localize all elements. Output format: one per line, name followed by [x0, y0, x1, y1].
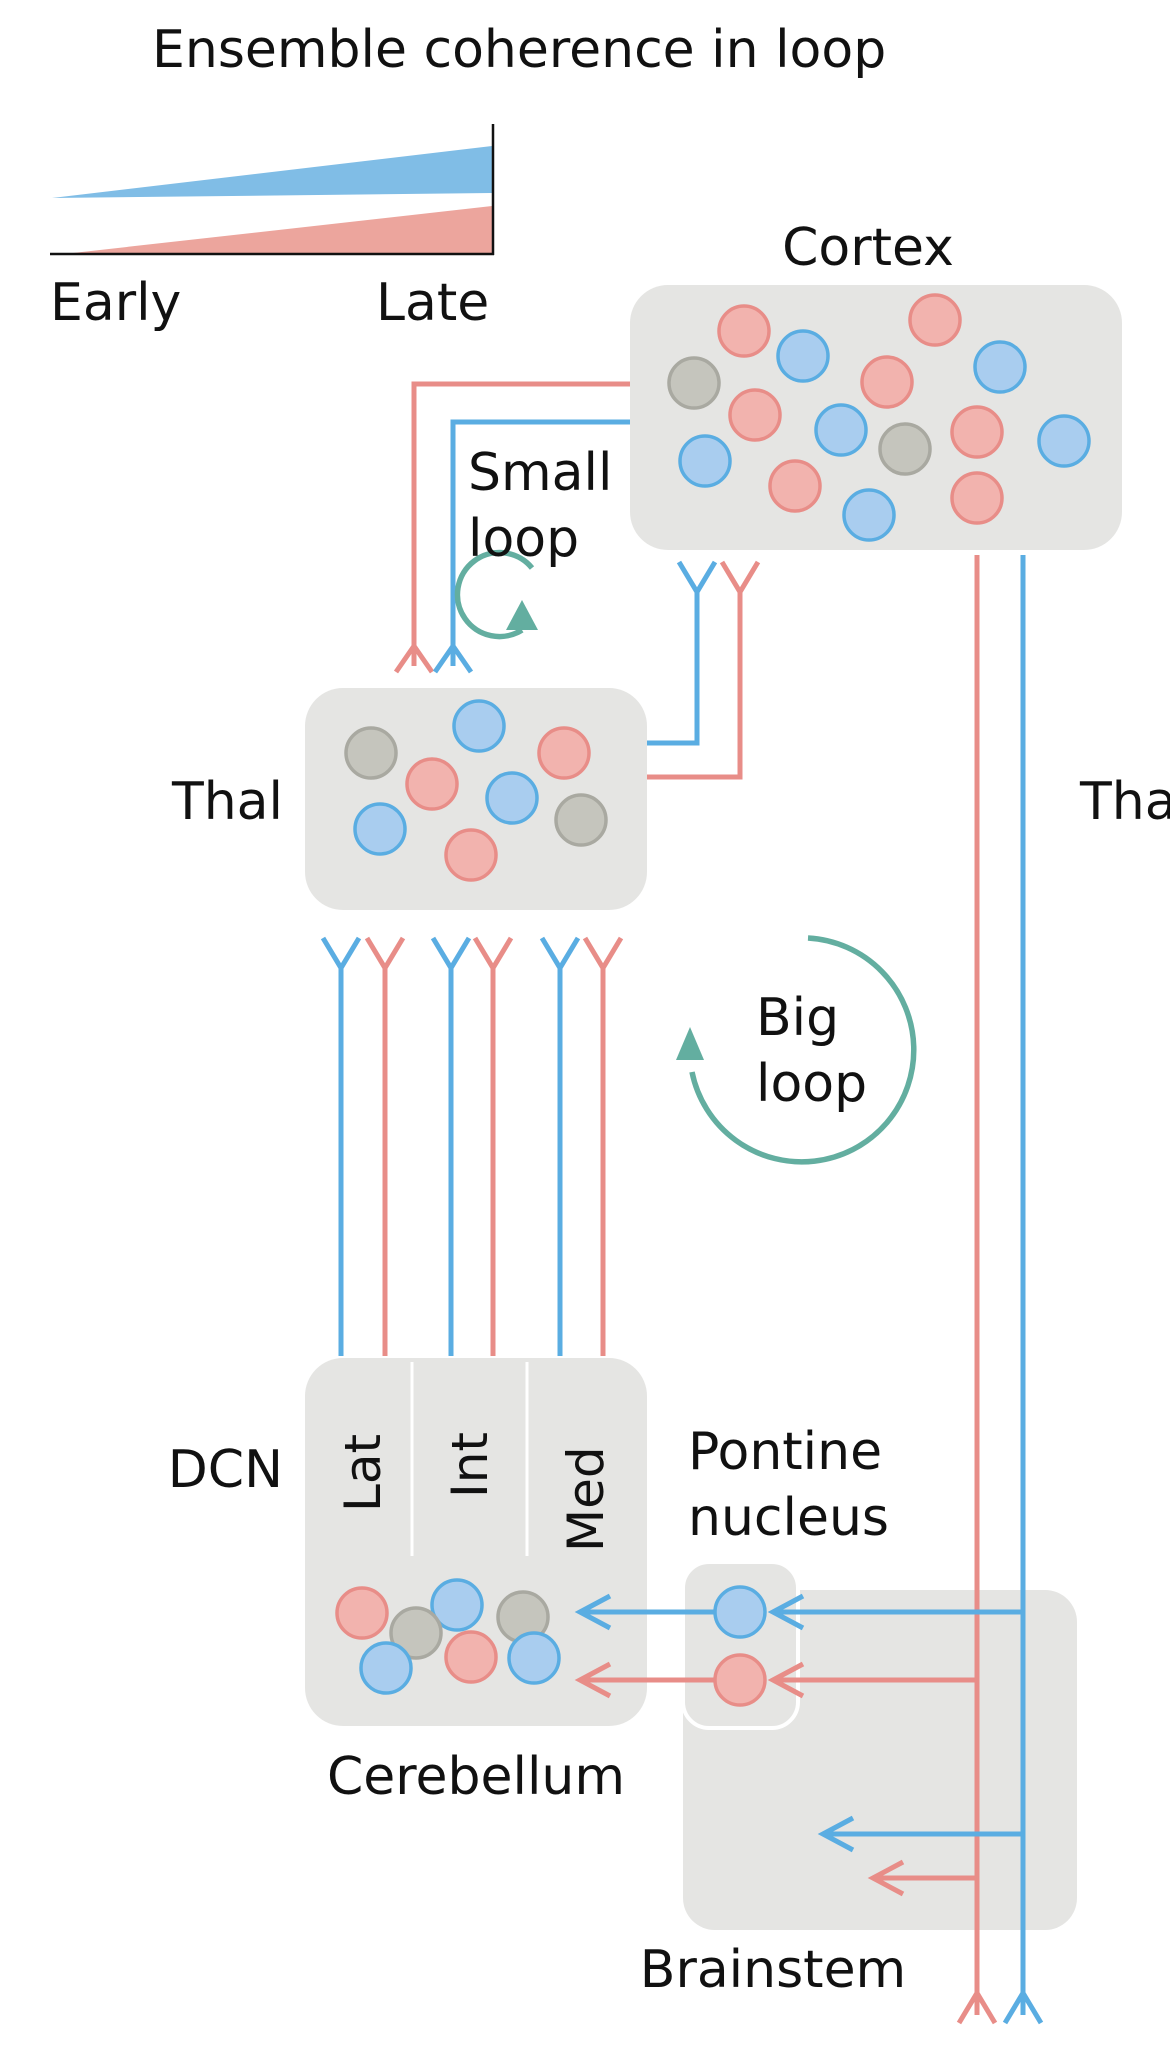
cortex-neuron-blue [973, 340, 1027, 394]
legend-early-label: Early [50, 273, 181, 333]
cortex-neuron-red [950, 405, 1004, 459]
dcn-to-pontine-wires [574, 1593, 718, 1699]
thal-neuron-blue [353, 802, 407, 856]
pontine-red-out-terminal [767, 1661, 805, 1699]
cortex-neuron-blue [678, 434, 732, 488]
cerebellum-neurons [335, 1578, 561, 1695]
small-loop-descending-wires [393, 381, 630, 674]
cortex-neuron-red [860, 355, 914, 409]
pontine-label-line2: nucleus [688, 1488, 889, 1548]
cortex-neuron-red [717, 304, 771, 358]
cortex-neuron-gray [878, 422, 932, 476]
pontine-nucleus-box [681, 1560, 800, 1730]
pontine-neuron-blue [713, 1585, 767, 1639]
cortex-neuron-red [908, 293, 962, 347]
big-loop-label-line1: Big [756, 988, 839, 1048]
small-loop-label-line2: loop [468, 509, 579, 569]
thal-to-cortex-wires [647, 560, 761, 780]
cortex-label: Cortex [782, 218, 954, 278]
cortex-neuron-blue [776, 329, 830, 383]
legend-late-label: Late [376, 273, 489, 333]
med-red-terminal [582, 936, 624, 973]
region-labels: Cortex Thal Thal DCN Cerebellum Pontine … [168, 218, 1170, 2000]
pontine-label-line1: Pontine [688, 1422, 882, 1482]
cortex-neuron-red [728, 388, 782, 442]
cortex-neurons [667, 293, 1091, 542]
cerebellum-neuron-gray [389, 1606, 443, 1660]
cortex-neuron-blue [842, 488, 896, 542]
cortex-to-thal-blue-wire [450, 419, 630, 666]
thal-neuron-blue [452, 699, 506, 753]
big-loop-arrow-icon [676, 935, 917, 1165]
lat-blue-terminal [320, 936, 362, 973]
dcn-red-terminal [574, 1661, 612, 1699]
thal-neuron-gray [344, 726, 398, 780]
cortex-descending-wires [767, 555, 1044, 2025]
cerebellum-label: Cerebellum [327, 1747, 625, 1807]
thal-red-terminal [393, 641, 435, 674]
brainstem-label: Brainstem [640, 1940, 906, 2000]
cerebellum-neuron-red [444, 1630, 498, 1684]
med-blue-terminal [539, 936, 581, 973]
cortex-neuron-blue [1037, 414, 1091, 468]
spinal-red-terminal [956, 1988, 998, 2025]
cortex-blue-terminal [676, 560, 718, 597]
cortex-neuron-red [950, 471, 1004, 525]
spinal-blue-terminal [1002, 1988, 1044, 2025]
legend-blue-wedge [52, 146, 492, 198]
cerebellum-neuron-blue [430, 1578, 484, 1632]
legend-title: Ensemble coherence in loop [152, 20, 886, 80]
thalamus-label: Thal [171, 772, 283, 832]
dcn-blue-terminal [574, 1593, 612, 1631]
cortex-neuron-gray [667, 356, 721, 410]
thal-to-cortex-blue-wire [647, 590, 700, 746]
cerebellum-neuron-red [335, 1586, 389, 1640]
dcn-lateral-label: Lat [334, 1434, 392, 1512]
lat-red-terminal [364, 936, 406, 973]
pontine-neuron-red [713, 1653, 767, 1707]
thal-to-cortex-red-wire [647, 590, 743, 780]
cortex-neuron-blue [814, 403, 868, 457]
dcn-label: DCN [168, 1440, 283, 1500]
pontine-neurons [713, 1585, 767, 1707]
brainstem-red-terminal [867, 1859, 905, 1897]
coherence-legend: Ensemble coherence in loop Early Late [50, 20, 886, 333]
dcn-interposed-label: Int [441, 1432, 499, 1498]
thal-neuron-red [444, 828, 498, 882]
cerebellum-neuron-blue [507, 1631, 561, 1685]
int-blue-terminal [430, 936, 472, 973]
thal-blue-terminal [432, 641, 474, 674]
legend-red-wedge [64, 206, 492, 254]
brainstem-blue-terminal [817, 1815, 855, 1853]
big-loop-label-line2: loop [756, 1054, 867, 1114]
int-red-terminal [472, 936, 514, 973]
thal-neuron-red [537, 726, 591, 780]
cortex-red-terminal [719, 560, 761, 597]
thal-neuron-blue [485, 771, 539, 825]
pontine-blue-out-terminal [767, 1593, 805, 1631]
cerebellum-neuron-blue [359, 1641, 413, 1695]
thalamus-neurons [344, 699, 608, 882]
cortex-to-thal-red-wire [411, 381, 630, 666]
small-loop-arrow-icon [454, 549, 538, 640]
thal-neuron-red [405, 757, 459, 811]
thalamus-right-label: Thal [1079, 772, 1170, 832]
dcn-medial-label: Med [557, 1446, 615, 1552]
cortex-neuron-red [768, 459, 822, 513]
dcn-to-thal-wires [320, 936, 624, 1356]
thal-neuron-gray [554, 793, 608, 847]
small-loop-label-line1: Small [468, 443, 612, 503]
